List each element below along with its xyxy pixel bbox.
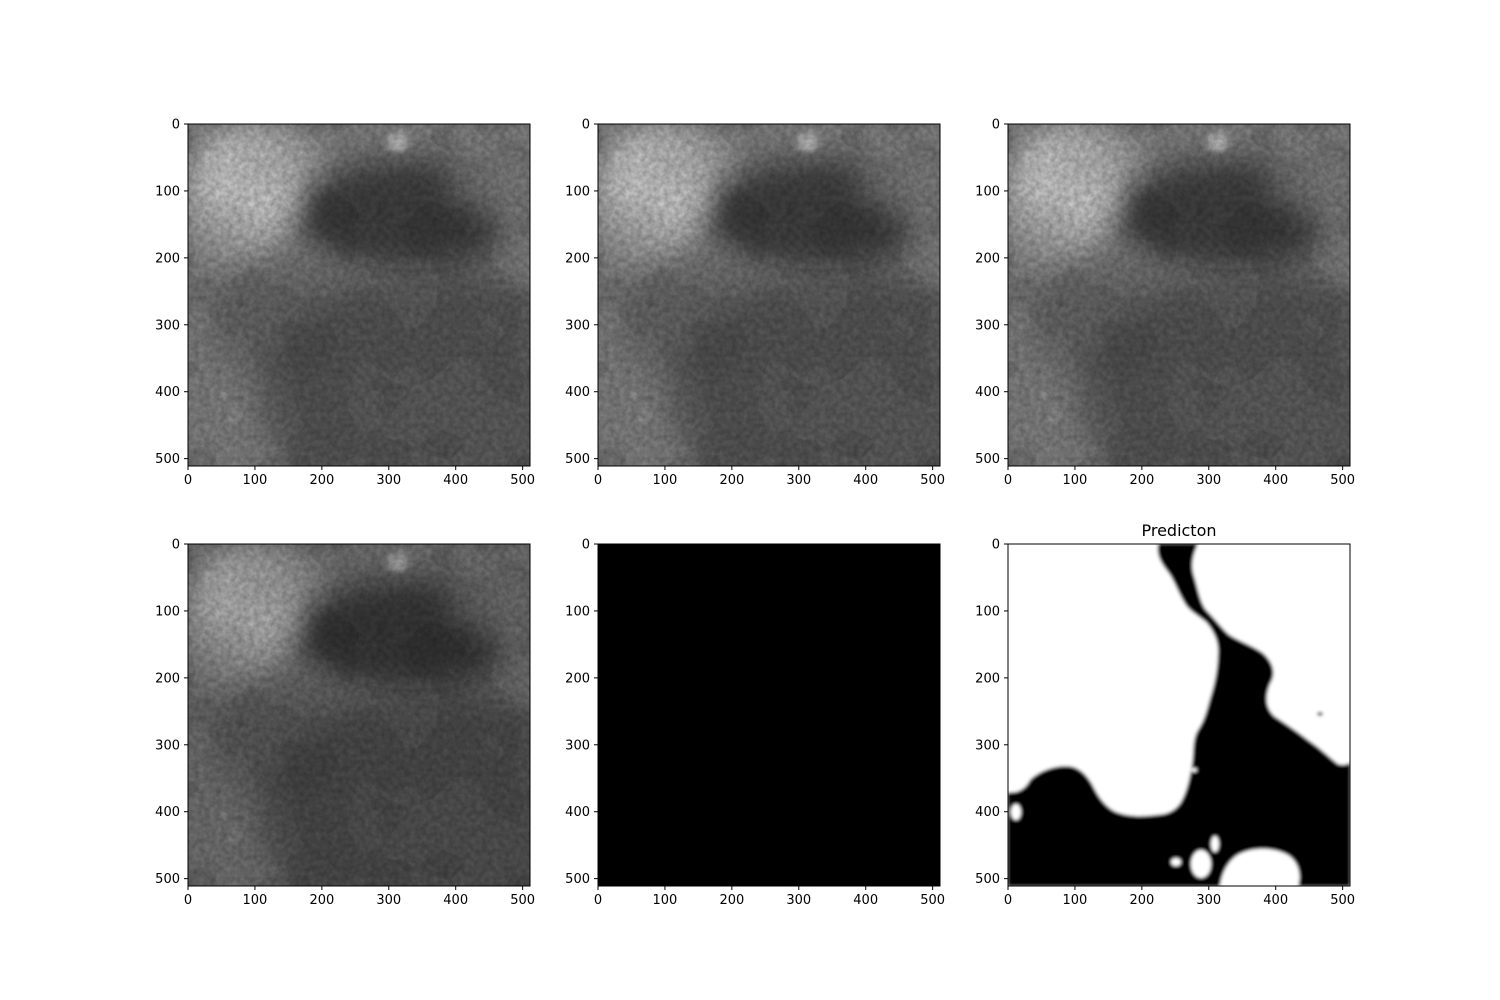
x-tick-label: 200 bbox=[1129, 893, 1154, 908]
y-tick-label: 500 bbox=[155, 872, 180, 887]
x-tick-label: 0 bbox=[184, 473, 192, 488]
y-tick-label: 100 bbox=[155, 184, 180, 199]
y-tick-label: 400 bbox=[975, 385, 1000, 400]
axes-frame bbox=[597, 543, 941, 887]
satellite-image bbox=[598, 124, 1028, 514]
y-tick-label: 400 bbox=[565, 805, 590, 820]
y-tick-label: 300 bbox=[975, 738, 1000, 753]
x-tick-label: 500 bbox=[920, 473, 945, 488]
image-top-right bbox=[1008, 124, 1438, 514]
axes-frame bbox=[1007, 123, 1351, 467]
x-tick-label: 100 bbox=[1063, 473, 1088, 488]
y-tick-label: 100 bbox=[975, 604, 1000, 619]
y-tick-label: 300 bbox=[155, 738, 180, 753]
x-tick-label: 400 bbox=[1263, 893, 1288, 908]
x-tick-label: 0 bbox=[1004, 893, 1012, 908]
y-tick-label: 100 bbox=[565, 184, 590, 199]
x-tick-label: 200 bbox=[309, 893, 334, 908]
x-tick-label: 400 bbox=[1263, 473, 1288, 488]
subplot-top-right: 0 100 200 300 400 500 0 100 200 300 400 500 bbox=[975, 118, 1438, 514]
x-tick-label: 100 bbox=[243, 473, 268, 488]
y-tick-label: 400 bbox=[155, 385, 180, 400]
y-tick-label: 0 bbox=[582, 538, 590, 553]
subplot-top-middle: 0 100 200 300 400 500 0 100 200 300 400 500 bbox=[565, 118, 1028, 514]
x-tick-label: 300 bbox=[1196, 473, 1221, 488]
x-tick-label: 100 bbox=[653, 473, 678, 488]
y-tick-label: 500 bbox=[975, 872, 1000, 887]
x-tick-label: 0 bbox=[1004, 473, 1012, 488]
x-tick-label: 500 bbox=[1330, 473, 1355, 488]
y-tick-label: 300 bbox=[565, 738, 590, 753]
axes-frame bbox=[187, 543, 531, 887]
y-tick-label: 200 bbox=[155, 251, 180, 266]
axes-frame bbox=[1007, 543, 1351, 887]
x-tick-label: 500 bbox=[510, 473, 535, 488]
x-tick-label: 400 bbox=[853, 473, 878, 488]
x-tick-label: 300 bbox=[786, 473, 811, 488]
x-tick-label: 0 bbox=[184, 893, 192, 908]
x-tick-label: 100 bbox=[653, 893, 678, 908]
y-tick-label: 0 bbox=[992, 118, 1000, 133]
image-bottom-right bbox=[1008, 544, 1350, 886]
y-tick-label: 200 bbox=[565, 671, 590, 686]
y-tick-label: 200 bbox=[155, 671, 180, 686]
y-tick-label: 300 bbox=[155, 318, 180, 333]
y-tick-label: 100 bbox=[565, 604, 590, 619]
x-tick-label: 300 bbox=[1196, 893, 1221, 908]
axes-frame bbox=[187, 123, 531, 467]
y-tick-label: 100 bbox=[975, 184, 1000, 199]
x-tick-label: 100 bbox=[243, 893, 268, 908]
x-tick-label: 100 bbox=[1063, 893, 1088, 908]
x-tick-label: 300 bbox=[786, 893, 811, 908]
x-tick-label: 400 bbox=[853, 893, 878, 908]
y-tick-label: 200 bbox=[975, 251, 1000, 266]
x-tick-label: 500 bbox=[1330, 893, 1355, 908]
y-tick-label: 400 bbox=[975, 805, 1000, 820]
y-tick-label: 500 bbox=[565, 872, 590, 887]
x-tick-label: 500 bbox=[510, 893, 535, 908]
y-tick-label: 0 bbox=[992, 538, 1000, 553]
y-tick-label: 300 bbox=[975, 318, 1000, 333]
image-bottom-middle bbox=[598, 544, 940, 886]
image-top-left bbox=[188, 124, 618, 514]
satellite-image bbox=[188, 124, 618, 514]
subplot-bottom-middle: 0 100 200 300 400 500 0 100 200 300 400 500 bbox=[565, 538, 945, 909]
x-tick-label: 200 bbox=[309, 473, 334, 488]
y-tick-label: 200 bbox=[565, 251, 590, 266]
y-tick-label: 0 bbox=[582, 118, 590, 133]
x-tick-label: 300 bbox=[376, 473, 401, 488]
subplot-bottom-right: 0 100 200 300 400 500 0 100 200 300 400 500 Predicto… bbox=[975, 521, 1355, 908]
y-tick-label: 100 bbox=[155, 604, 180, 619]
axes-frame bbox=[597, 123, 941, 467]
y-tick-label: 0 bbox=[172, 538, 180, 553]
subplot-title: Predicton bbox=[1141, 521, 1216, 540]
satellite-image bbox=[1008, 124, 1438, 514]
y-tick-label: 0 bbox=[172, 118, 180, 133]
y-tick-label: 400 bbox=[155, 805, 180, 820]
prediction-mask bbox=[1008, 544, 1350, 886]
y-tick-label: 500 bbox=[975, 452, 1000, 467]
y-tick-label: 400 bbox=[565, 385, 590, 400]
x-tick-label: 500 bbox=[920, 893, 945, 908]
x-tick-label: 0 bbox=[594, 893, 602, 908]
y-tick-label: 300 bbox=[565, 318, 590, 333]
x-tick-label: 300 bbox=[376, 893, 401, 908]
x-tick-label: 400 bbox=[443, 893, 468, 908]
y-tick-label: 500 bbox=[155, 452, 180, 467]
x-tick-label: 200 bbox=[719, 473, 744, 488]
x-tick-label: 400 bbox=[443, 473, 468, 488]
image-bottom-left bbox=[188, 544, 530, 886]
image-top-middle bbox=[598, 124, 1028, 514]
subplot-bottom-left: 0 100 200 300 400 500 0 100 200 300 400 500 bbox=[155, 538, 535, 909]
subplot-top-left: 0 100 200 300 400 500 0 100 200 300 400 500 bbox=[155, 118, 618, 514]
y-tick-label: 200 bbox=[975, 671, 1000, 686]
y-tick-label: 500 bbox=[565, 452, 590, 467]
x-tick-label: 200 bbox=[719, 893, 744, 908]
x-tick-label: 200 bbox=[1129, 473, 1154, 488]
x-tick-label: 0 bbox=[594, 473, 602, 488]
